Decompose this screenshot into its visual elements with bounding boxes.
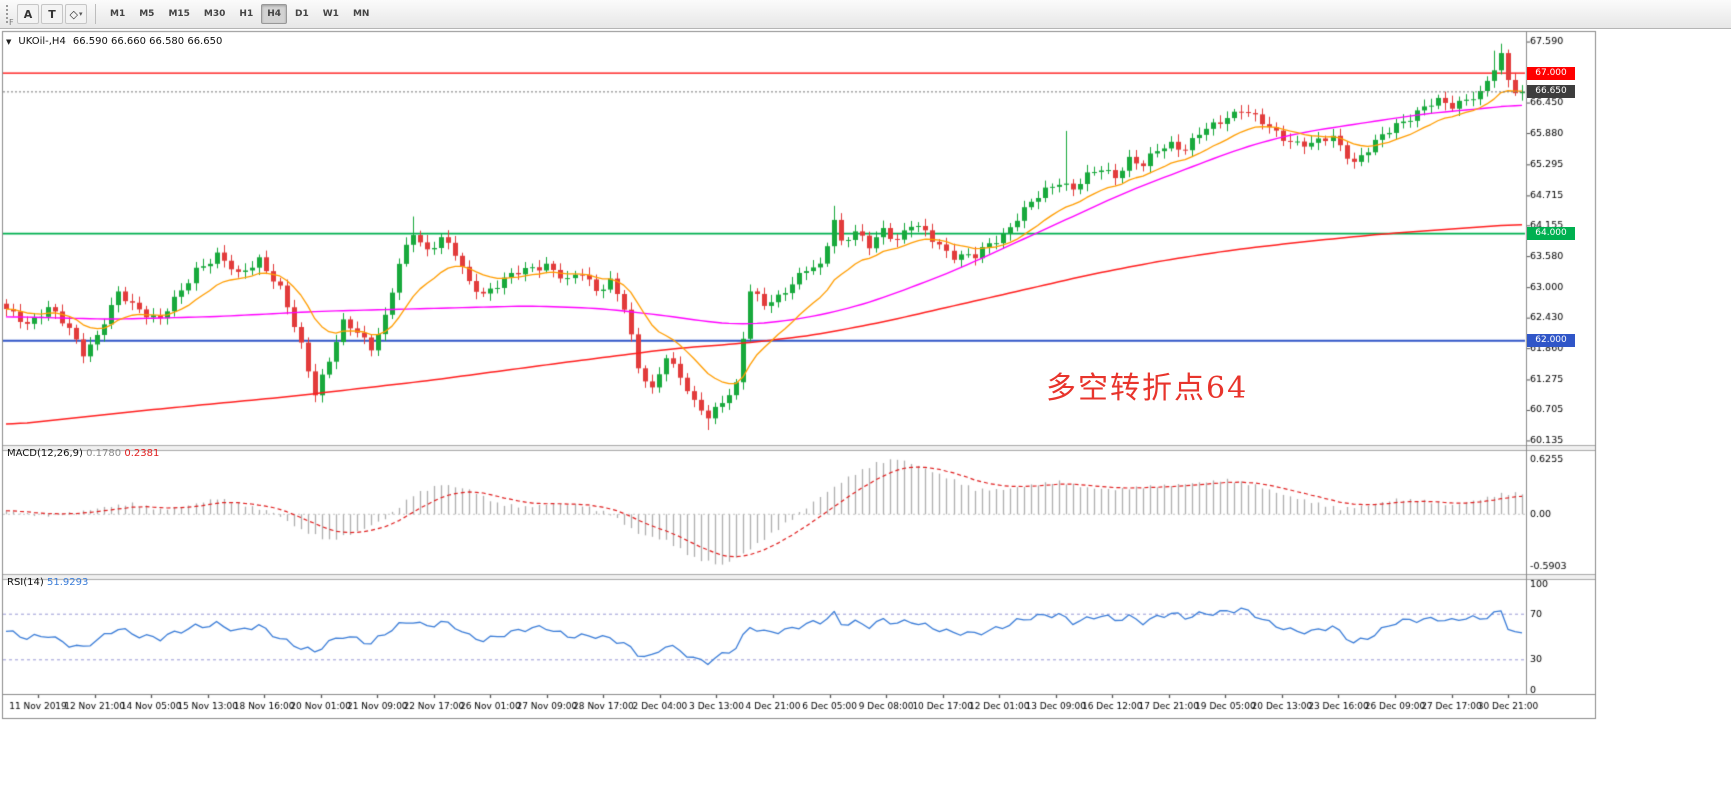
toolbar-separator xyxy=(95,4,96,24)
chart-title: ▼ UKOil-,H4 66.590 66.660 66.580 66.650 xyxy=(6,36,222,47)
timeframe-m15-button[interactable]: M15 xyxy=(162,4,195,24)
rsi-indicator-label: RSI(14) 51.9293 xyxy=(7,577,88,588)
toolbar-grip[interactable] xyxy=(6,5,11,23)
price-level-badge-62.000[interactable]: 62.000 xyxy=(1527,334,1575,348)
text-tool-button[interactable]: T xyxy=(41,4,63,24)
chevron-down-icon: ▾ xyxy=(78,10,83,18)
timeframe-w1-button[interactable]: W1 xyxy=(317,4,345,24)
price-level-badge-67.000[interactable]: 67.000 xyxy=(1527,66,1575,80)
rsi-name: RSI(14) xyxy=(7,577,44,588)
price-level-badge-64.000[interactable]: 64.000 xyxy=(1527,227,1575,241)
arrow-tool-button[interactable]: A xyxy=(17,4,39,24)
timeframe-d1-button[interactable]: D1 xyxy=(289,4,315,24)
macd-main-value: 0.1780 xyxy=(86,448,122,459)
macd-indicator-label: MACD(12,26,9) 0.1780 0.2381 xyxy=(7,448,159,459)
chart-text-annotation: 多空转折点64 xyxy=(1046,371,1249,406)
toolbar: A T ◇ ▾ M1 M5 M15 M30 H1 H4 D1 W1 MN xyxy=(0,0,1731,29)
chart-ohlc-values: 66.590 66.660 66.580 66.650 xyxy=(72,36,223,47)
one-click-expander-icon[interactable]: ▼ xyxy=(6,37,12,46)
timeframe-m1-button[interactable]: M1 xyxy=(104,4,131,24)
timeframes-group: M1 M5 M15 M30 H1 H4 D1 W1 MN xyxy=(103,4,376,24)
drawing-tools-group: A T ◇ ▾ xyxy=(16,4,88,24)
timeframe-m5-button[interactable]: M5 xyxy=(133,4,160,24)
rsi-value: 51.9293 xyxy=(46,577,89,588)
macd-name: MACD(12,26,9) xyxy=(7,448,83,459)
macd-signal-value: 0.2381 xyxy=(124,448,160,459)
timeframe-h4-button[interactable]: H4 xyxy=(261,4,287,24)
toolbar-f-label: F xyxy=(9,18,14,27)
timeframe-mn-button[interactable]: MN xyxy=(347,4,376,24)
timeframe-m30-button[interactable]: M30 xyxy=(198,4,231,24)
current-price-badge[interactable]: 66.650 xyxy=(1527,85,1575,99)
chart-symbol-label: UKOil-,H4 xyxy=(18,36,66,47)
timeframe-h1-button[interactable]: H1 xyxy=(233,4,259,24)
shapes-tool-button[interactable]: ◇ ▾ xyxy=(65,4,87,24)
